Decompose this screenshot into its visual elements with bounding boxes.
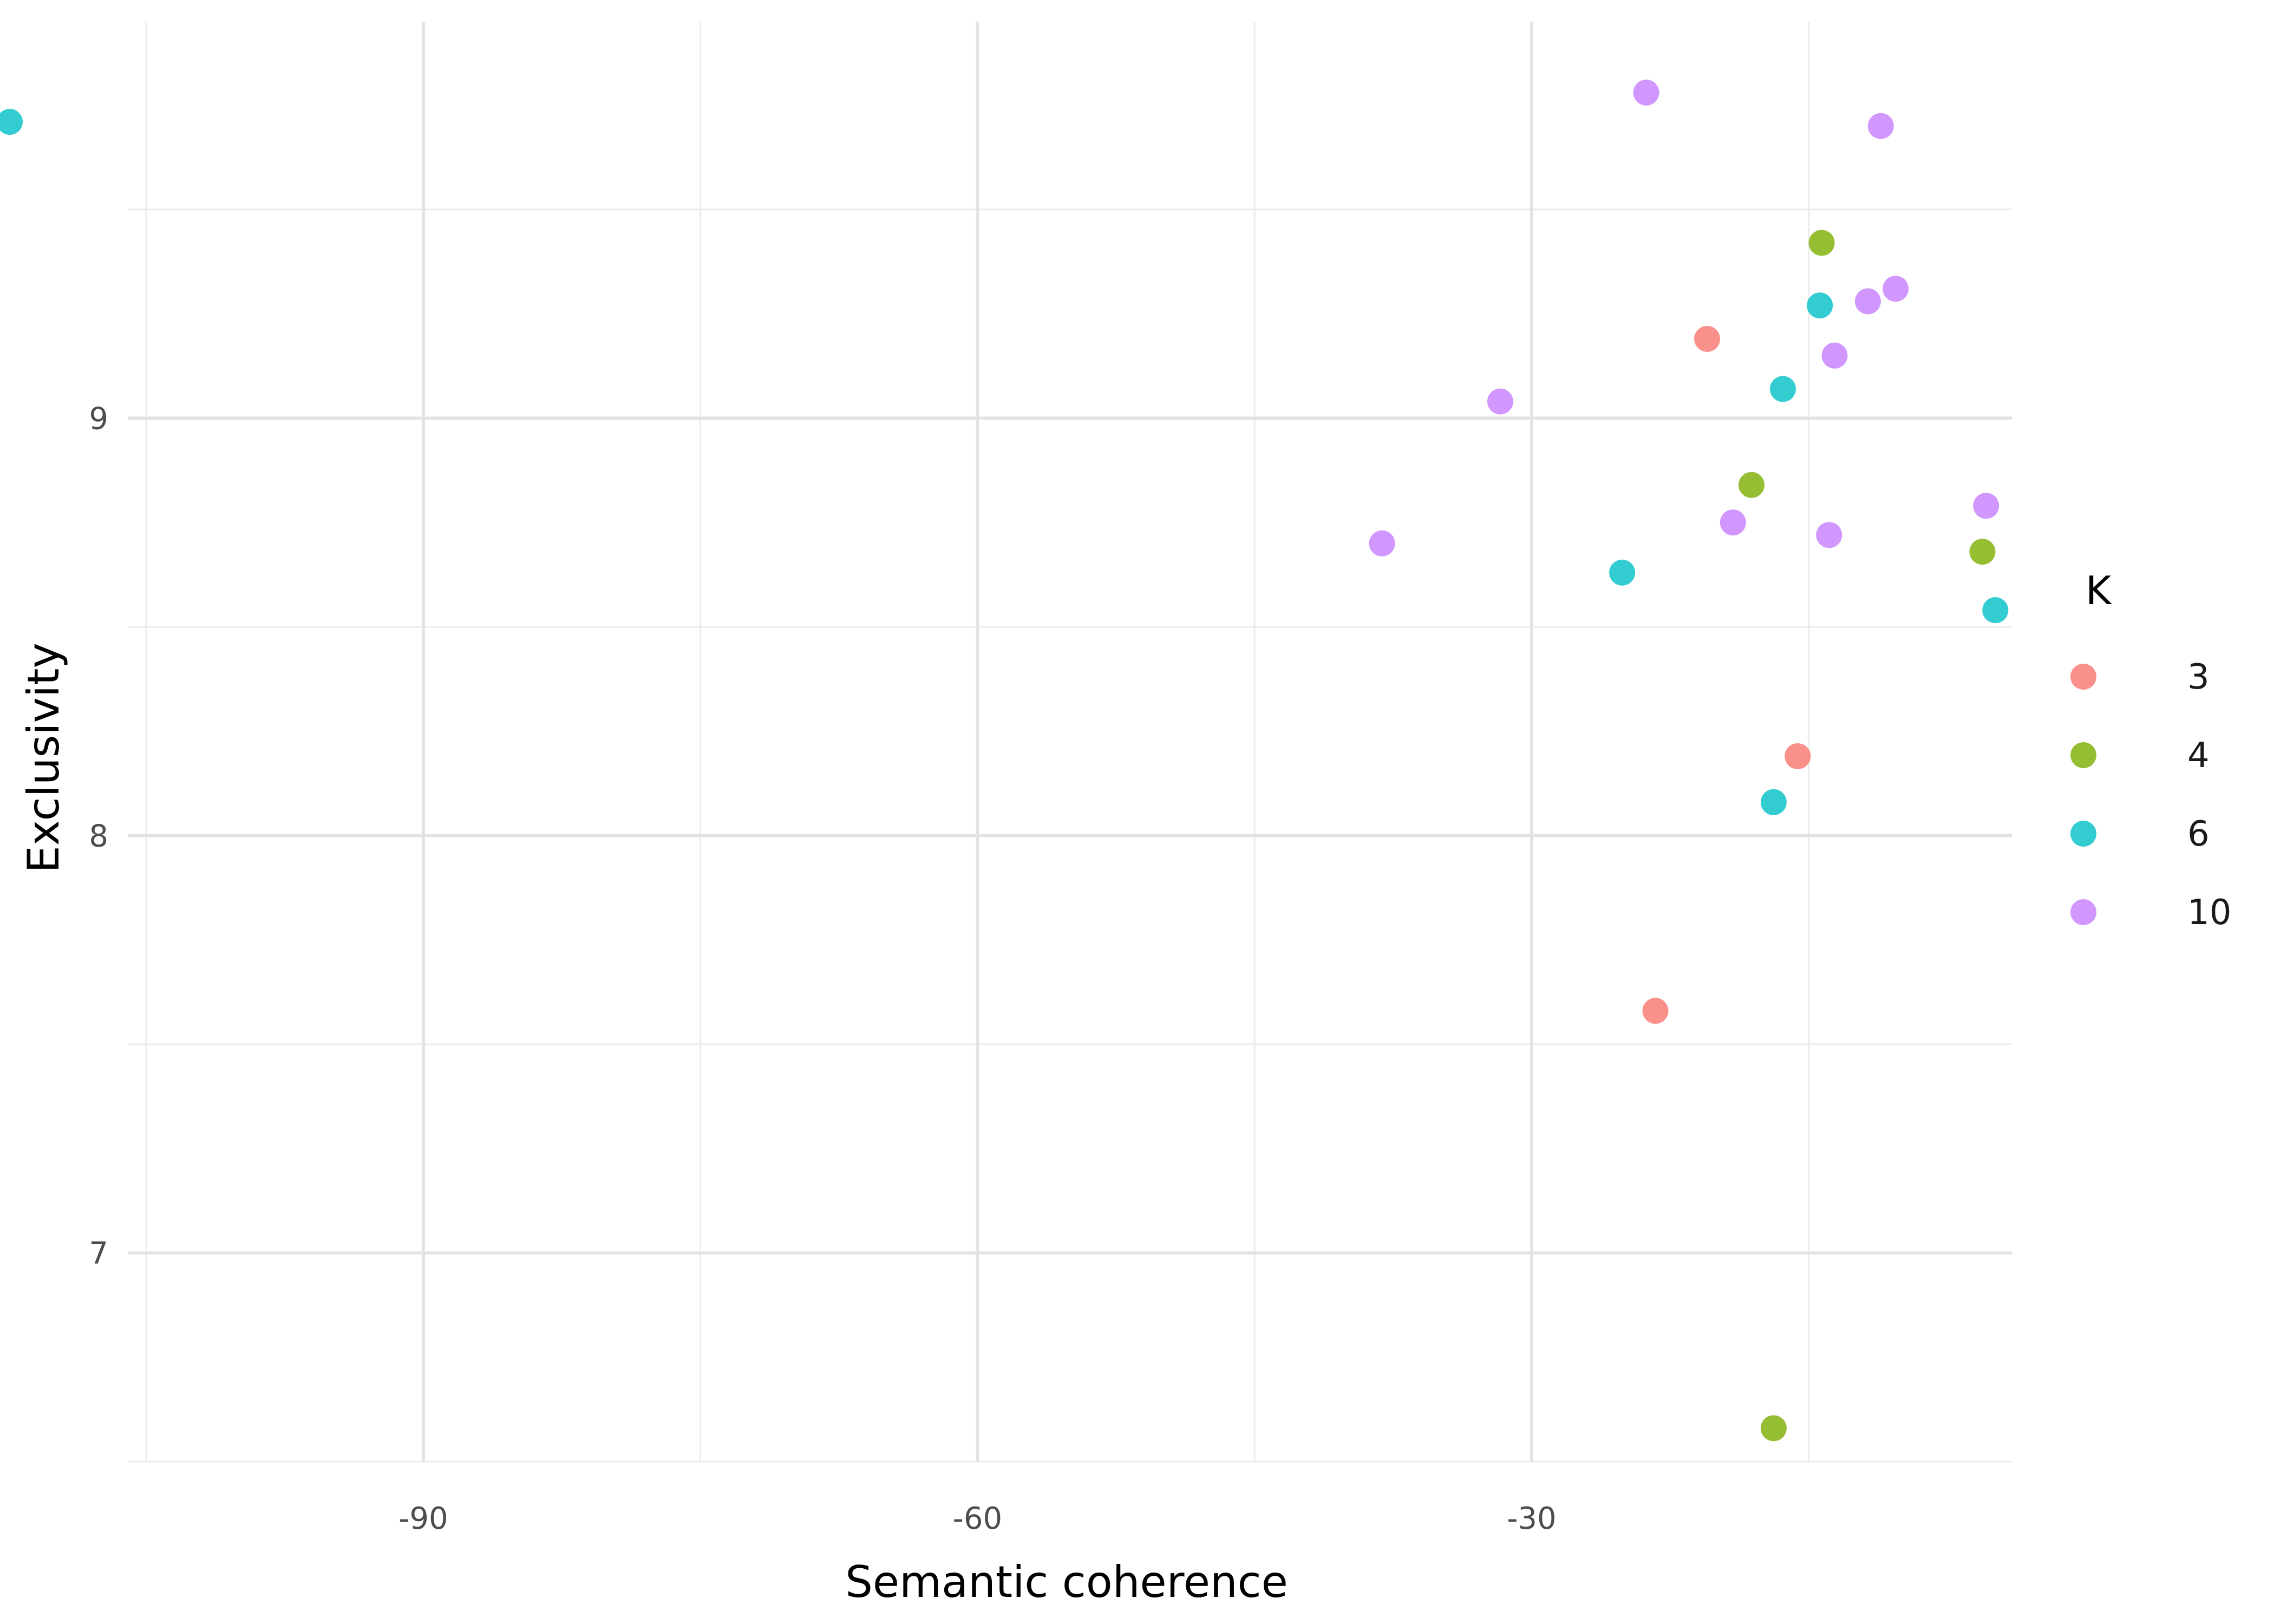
data-points: [0, 80, 2009, 1442]
data-point: [1738, 472, 1765, 498]
data-point: [1808, 230, 1835, 256]
data-point: [1487, 388, 1513, 415]
data-point: [1609, 559, 1636, 586]
legend-label: 4: [2187, 736, 2210, 776]
y-axis-ticks: 7 8 9: [89, 401, 108, 1271]
legend-key: [2070, 664, 2096, 690]
data-point: [1854, 288, 1881, 315]
data-point: [1760, 1415, 1787, 1442]
x-axis-ticks: -90 -60 -30: [398, 1501, 1557, 1536]
data-point: [1821, 342, 1848, 369]
y-tick-label: 7: [89, 1236, 108, 1271]
data-point: [1694, 325, 1721, 352]
legend: K 3 4 6 10: [2070, 568, 2231, 933]
x-tick-label: -30: [1507, 1501, 1556, 1536]
data-point: [1642, 998, 1669, 1024]
x-tick-label: -60: [953, 1501, 1002, 1536]
data-point: [1982, 597, 2009, 624]
data-point: [1769, 376, 1796, 402]
data-point: [1633, 80, 1659, 106]
x-axis-title: Semantic coherence: [845, 1557, 1288, 1607]
data-point: [1369, 530, 1395, 556]
data-point: [1760, 789, 1787, 815]
legend-key: [2070, 899, 2096, 925]
legend-key: [2070, 821, 2096, 847]
legend-label: 3: [2187, 657, 2210, 697]
data-point: [1816, 522, 1842, 548]
data-point: [1807, 292, 1833, 319]
data-point: [1720, 509, 1746, 536]
data-point: [1867, 113, 1894, 139]
y-axis-title: Exclusivity: [18, 643, 69, 873]
data-point: [1883, 276, 1909, 302]
data-point: [1973, 493, 1999, 519]
legend-key: [2070, 742, 2096, 768]
data-point: [1785, 743, 1811, 769]
data-point: [1969, 539, 1996, 565]
legend-items: 3 4 6 10: [2070, 657, 2231, 933]
major-gridlines: [128, 22, 2012, 1462]
legend-label: 10: [2187, 893, 2231, 933]
minor-gridlines: [128, 22, 2012, 1463]
data-point: [0, 109, 23, 135]
legend-label: 6: [2187, 814, 2210, 854]
x-tick-label: -90: [398, 1501, 448, 1536]
y-tick-label: 9: [89, 401, 108, 436]
y-tick-label: 8: [89, 818, 108, 854]
legend-title: K: [2086, 568, 2112, 613]
